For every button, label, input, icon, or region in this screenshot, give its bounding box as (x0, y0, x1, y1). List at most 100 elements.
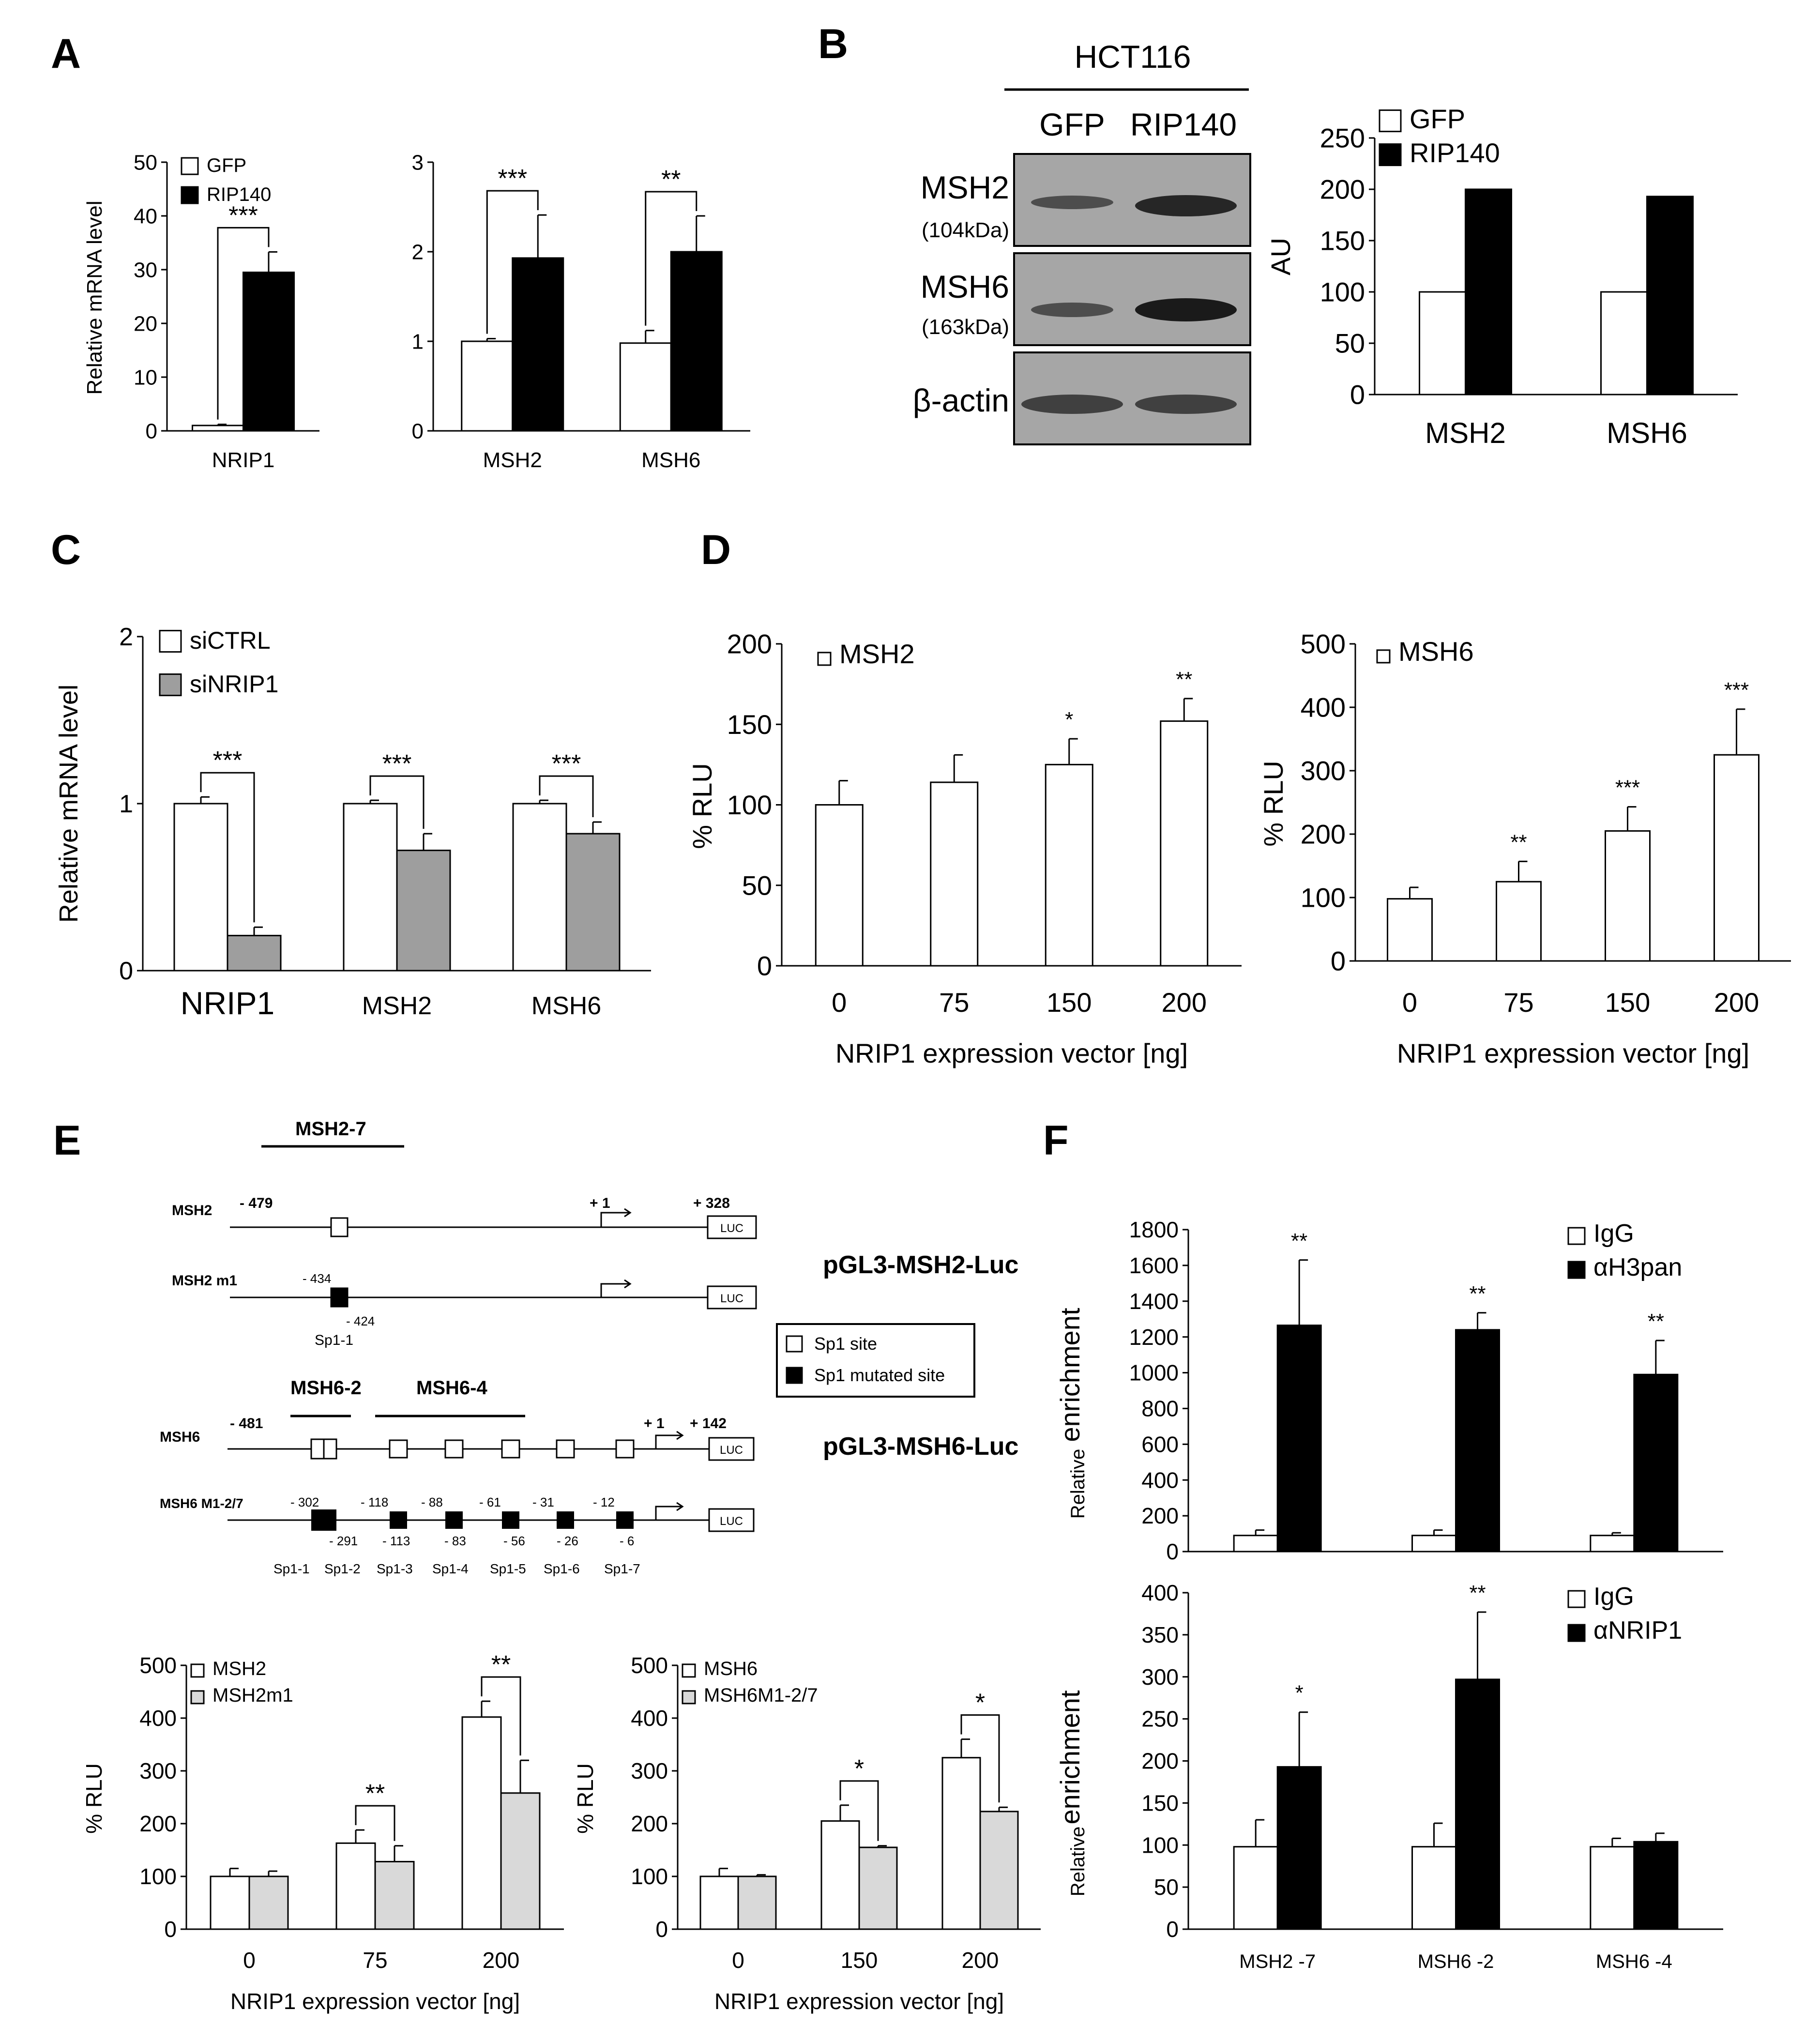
msh2-wt-label: MSH2 (172, 1203, 212, 1219)
b-y-title: AU (1265, 238, 1296, 275)
d2-bar-msh6-2 (1605, 830, 1651, 962)
msh6-construct-label: pGL3-MSH6-Luc (823, 1432, 1018, 1461)
e2-ytick-label-4: 400 (631, 1706, 668, 1731)
e2-xtick-label-1: 150 (841, 1948, 878, 1973)
f1-ytick-label-3: 600 (1141, 1432, 1179, 1457)
e1-ytick-label-1: 100 (139, 1864, 177, 1889)
c-bar-sictrl-1 (343, 803, 398, 972)
f1-legend-swatch-0 (1567, 1227, 1586, 1245)
d1-bar-msh2-1 (930, 781, 979, 967)
msh6-region2-label: MSH6-2 (290, 1377, 362, 1399)
b-xtick-label-0: MSH2 (1425, 417, 1506, 449)
d1-xtick-label-1: 75 (939, 987, 969, 1018)
msh2m1-luc-label: LUC (720, 1292, 743, 1305)
b-bar-rip140-0 (1465, 188, 1512, 396)
e1-legend-swatch-1 (190, 1690, 205, 1705)
f1-sig-label-1: ** (1469, 1282, 1486, 1306)
b-bar-rip140-1 (1646, 196, 1694, 396)
msh6-pos-u2: - 118 (361, 1495, 388, 1509)
blot-cell-line: HCT116 (1075, 39, 1191, 75)
d2-bar-msh6-3 (1714, 754, 1759, 962)
e2-legend-label-1: MSH6M1-2/7 (704, 1685, 818, 1706)
a1-legend-label-0: GFP (207, 155, 246, 176)
msh6-sp1-site-7 (615, 1439, 635, 1459)
f2-ytick-label-0: 0 (1166, 1917, 1179, 1942)
e2-bar-msh6m127-2 (979, 1811, 1019, 1930)
msh6-mut-label: MSH6 M1-2/7 (160, 1496, 243, 1511)
f1-bar-h3pan-0 (1276, 1325, 1322, 1553)
c-legend-label-0: siCTRL (190, 627, 271, 654)
legend-sp1-mutated-swatch (786, 1367, 803, 1384)
msh6-start: - 481 (230, 1416, 263, 1432)
f2-ytick-label-8: 400 (1141, 1580, 1179, 1605)
msh2-region-label: MSH2-7 (295, 1118, 366, 1140)
f1-ytick-label-9: 1800 (1129, 1217, 1179, 1242)
msh6-mut-site-7 (616, 1511, 634, 1529)
f2-legend-swatch-0 (1567, 1590, 1586, 1608)
d1-sig-label-3: ** (1176, 668, 1192, 691)
a2-bar-gfp-1 (619, 342, 672, 432)
e2-sig-bracket-1 (839, 1780, 879, 1841)
msh2-tss-arrow (600, 1212, 629, 1227)
msh6-mut-site-3 (390, 1511, 407, 1529)
panel-label-e: E (53, 1117, 81, 1164)
western-blot: HCT116 GFP RIP140 MSH2 (104kDa) MSH6 (16… (913, 39, 1251, 445)
blot-msh6-strip (1013, 252, 1251, 346)
a2-ytick-label-2: 2 (412, 240, 424, 264)
panel-label-a: A (51, 30, 81, 77)
e1-legend-label-0: MSH2 (212, 1658, 266, 1679)
f2-ytick-label-7: 350 (1141, 1622, 1179, 1647)
e2-sig-bracket-2 (960, 1714, 1000, 1803)
f1-ytick-label-4: 800 (1141, 1396, 1179, 1421)
b-legend-label-1: RIP140 (1410, 137, 1500, 168)
msh6m-tss-arrow (655, 1506, 682, 1520)
b-legend-swatch-1 (1379, 143, 1402, 167)
f2-bar-nrip1-1 (1455, 1678, 1500, 1930)
c-ytick-label-0: 0 (119, 957, 133, 985)
b-xtick-label-1: MSH6 (1607, 417, 1687, 449)
msh2m1-luc-box (707, 1285, 757, 1310)
d1-xtick-label-3: 200 (1162, 987, 1207, 1018)
msh6-site-2: Sp1-2 (324, 1561, 361, 1576)
b-ytick-label-2: 100 (1320, 277, 1365, 307)
a1-legend-label-1: RIP140 (207, 184, 271, 205)
d1-xtick-label-0: 0 (832, 987, 847, 1018)
msh2m1-tss-arrow (600, 1283, 629, 1297)
msh6-tss-arrow (655, 1434, 682, 1449)
msh2-construct-label: pGL3-MSH2-Luc (823, 1251, 1018, 1279)
blot-msh2-band-gfp (1031, 196, 1113, 209)
a2-bar-rip140-1 (670, 251, 723, 432)
a1-y-title: Relative mRNA level (83, 200, 106, 395)
f1-bar-h3pan-1 (1455, 1329, 1500, 1553)
f2-bar-igg-0 (1233, 1846, 1278, 1930)
e1-sig-label-2: ** (491, 1651, 511, 1679)
c-ytick-label-2: 2 (119, 623, 133, 651)
msh2-start: - 479 (240, 1195, 273, 1211)
a1-ytick-label-0: 0 (146, 419, 157, 443)
msh6-pos-l6: - 6 (620, 1534, 634, 1548)
e1-y-title: % RLU (81, 1763, 106, 1834)
f1-ytick-label-2: 400 (1141, 1467, 1179, 1493)
a1-bar-rip140-0 (243, 272, 295, 432)
c-ytick-label-1: 1 (119, 790, 133, 818)
e2-sig-label-1: * (854, 1755, 864, 1783)
d2-ytick-label-1: 100 (1301, 883, 1346, 913)
f1-bar-igg-1 (1411, 1535, 1456, 1553)
msh6-luc-label: LUC (720, 1444, 743, 1457)
e2-bar-msh6-2 (941, 1757, 981, 1930)
panel-label-f: F (1043, 1117, 1069, 1164)
msh6-wt-label: MSH6 (160, 1429, 200, 1445)
d1-xtick-label-2: 150 (1046, 987, 1092, 1018)
e1-legend-label-1: MSH2m1 (212, 1685, 293, 1706)
a2-ytick-label-1: 1 (412, 330, 424, 353)
f1-ytick-label-8: 1600 (1129, 1253, 1179, 1278)
msh6-site-5: Sp1-5 (490, 1561, 526, 1576)
d1-legend-swatch-0 (817, 652, 832, 666)
e1-bar-msh2-1 (335, 1842, 376, 1930)
c-sig-bracket-2 (539, 775, 594, 817)
msh6-sp1-site-6 (556, 1439, 575, 1459)
msh2-tss: + 1 (590, 1195, 610, 1211)
a1-sig-label-0: *** (228, 201, 258, 229)
c-bar-sictrl-2 (512, 803, 567, 972)
